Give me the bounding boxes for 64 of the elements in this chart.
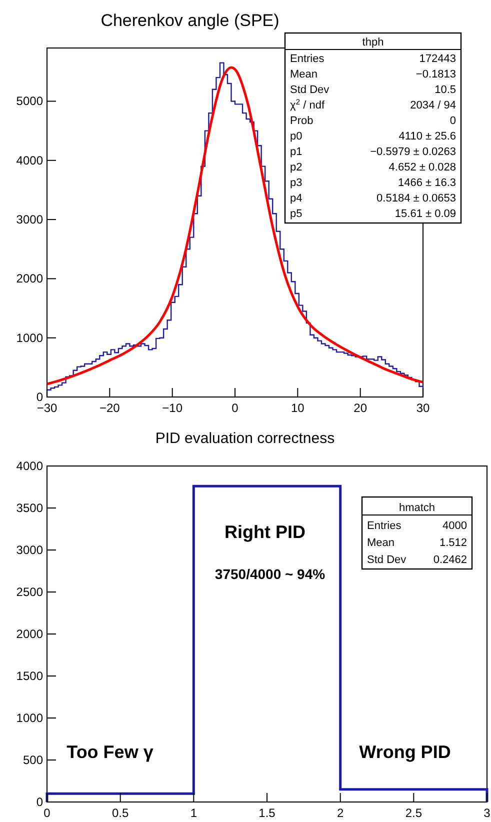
y-tick-label: 2000 <box>16 272 44 286</box>
x-tick-label: 0.5 <box>112 806 129 820</box>
annotation: p5 <box>290 208 302 220</box>
annotation: Mean <box>290 68 318 80</box>
x-tick-label: −20 <box>99 401 120 415</box>
y-tick-label: 1500 <box>16 669 44 683</box>
y-tick-label: 3000 <box>16 212 44 227</box>
y-tick-label: 0 <box>36 390 44 404</box>
annotation: 0.2462 <box>433 554 467 566</box>
annotation: 172443 <box>419 53 456 65</box>
annotation: −0.1813 <box>416 68 456 80</box>
x-tick-label: 2.5 <box>405 806 422 820</box>
annotation: Right PID <box>224 522 306 542</box>
annotation: Std Dev <box>367 554 407 566</box>
annotation: thph <box>362 36 384 48</box>
annotation: χ$^{2}$ / ndf <box>290 97 326 112</box>
x-tick-label: −10 <box>162 401 183 415</box>
text: 10.5 <box>434 84 456 96</box>
y-tick-label: 1000 <box>16 711 44 725</box>
annotation: hmatch <box>398 502 436 514</box>
annotation: p2 <box>290 162 302 174</box>
annotation: p3 <box>290 177 302 189</box>
y-tick-label: 2000 <box>16 627 44 641</box>
annotation: p1 <box>290 146 302 158</box>
annotation: 1466 ± 16.3 <box>398 177 456 189</box>
chart-title: PID evaluation correctness <box>155 430 335 447</box>
annotation: Std Dev <box>290 84 330 96</box>
x-tick-label: 1.5 <box>258 806 276 820</box>
annotation: Mean <box>367 537 395 549</box>
text: 0 <box>450 115 456 127</box>
x-tick-label: 1 <box>190 806 198 820</box>
x-tick-label: −30 <box>36 401 58 415</box>
annotation: 4.652 ± 0.028 <box>388 162 456 174</box>
y-tick-label: 3000 <box>16 543 44 557</box>
annotation: Wrong PID <box>359 742 451 762</box>
annotation: Entries <box>367 520 402 532</box>
annotation: Too Few γ <box>66 742 154 762</box>
annotation: 4000 <box>442 520 467 532</box>
annotation: 4110 ± 25.6 <box>398 130 456 142</box>
y-tick-label: 5000 <box>16 94 44 108</box>
y-tick-label: 3500 <box>16 501 44 515</box>
y-tick-label: 4000 <box>16 153 44 168</box>
x-tick-label: 2 <box>336 806 344 820</box>
x-tick-label: 10 <box>290 401 305 415</box>
annotation: Prob <box>290 115 314 127</box>
annotation: p0 <box>290 130 302 142</box>
y-tick-label: 0 <box>36 795 44 809</box>
annotation: 2034 / 94 <box>410 100 456 112</box>
annotation: 0.5184 ± 0.0653 <box>376 192 456 204</box>
x-tick-label: 0 <box>232 401 239 415</box>
chart-title: Cherenkov angle (SPE) <box>100 11 280 30</box>
y-tick-label: 2500 <box>16 585 44 599</box>
annotation: 15.61 ± 0.09 <box>394 208 456 220</box>
y-tick-label: 500 <box>22 753 44 767</box>
x-tick-label: 20 <box>354 401 368 415</box>
y-tick-label: 1000 <box>16 330 44 345</box>
annotation: 3750/4000 ~ 94% <box>214 566 326 582</box>
annotation: p4 <box>290 192 302 204</box>
annotation: Entries <box>290 53 325 65</box>
annotation: 1.512 <box>439 537 467 549</box>
x-tick-label: 30 <box>416 401 430 415</box>
annotation: −0.5979 ± 0.0263 <box>370 146 456 158</box>
y-tick-label: 4000 <box>16 459 44 473</box>
x-tick-label: 3 <box>484 806 491 820</box>
